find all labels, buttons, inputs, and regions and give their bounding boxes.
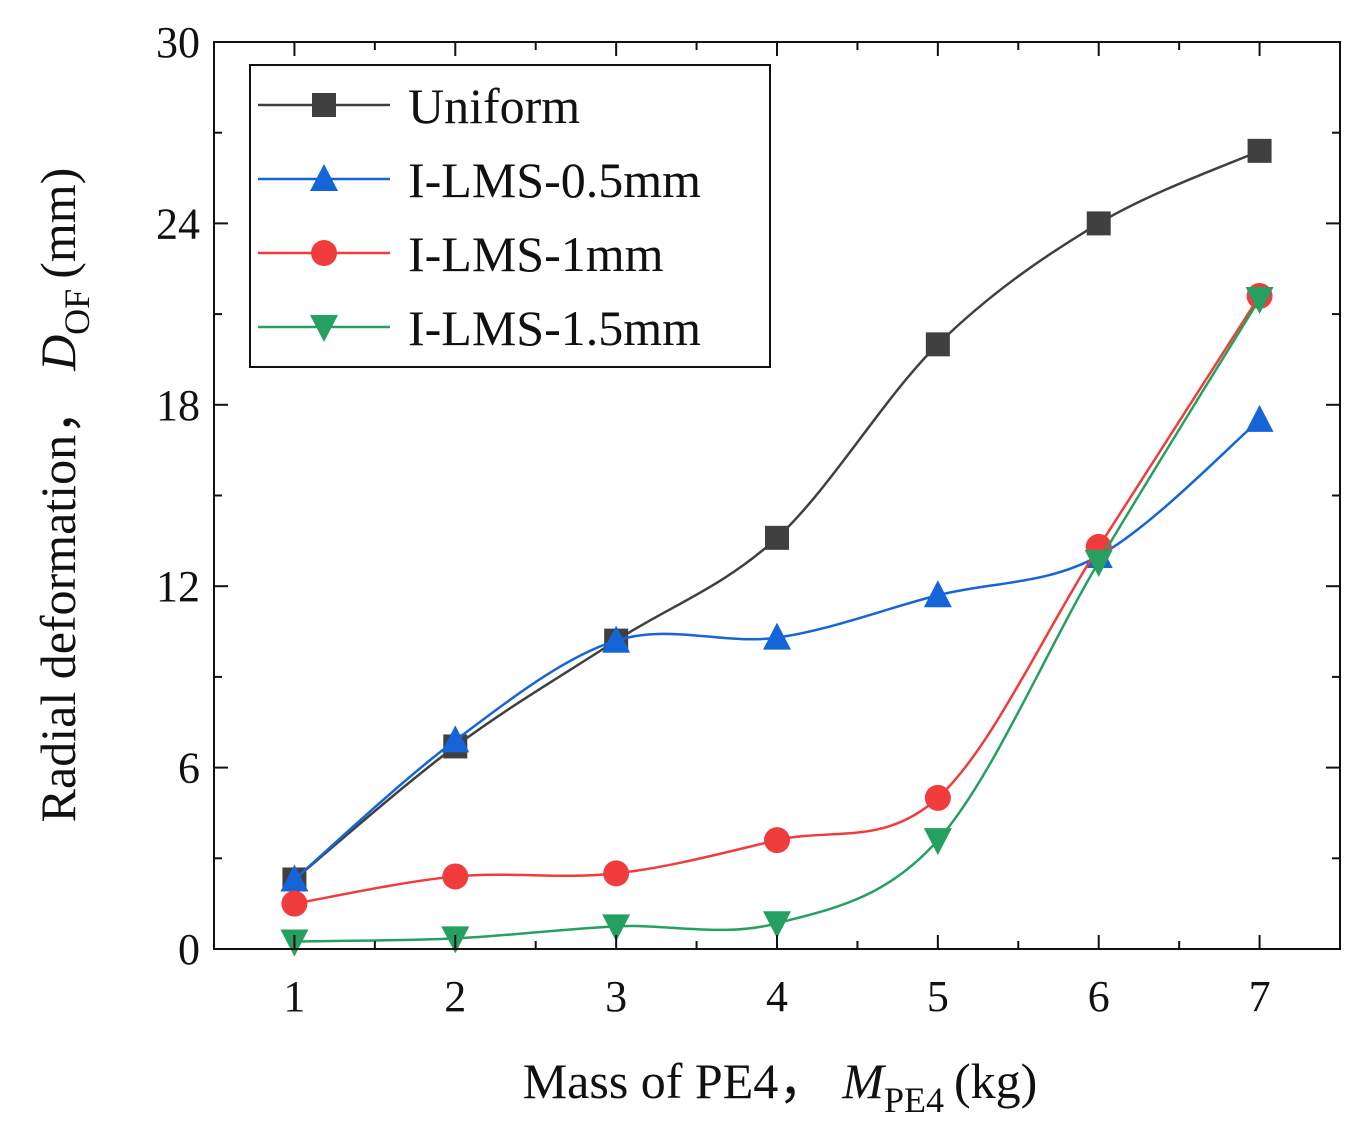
data-point (442, 863, 469, 890)
series-line (294, 298, 1261, 943)
data-point (763, 911, 791, 939)
x-axis-label: Mass of PE4， MPE4 (kg) (523, 1053, 1038, 1120)
data-point (1245, 404, 1274, 432)
y-axis-label-main: Radial deformation， (30, 385, 86, 822)
data-point (602, 914, 631, 942)
x-tick-label: 4 (766, 972, 788, 1021)
y-tick-label: 6 (178, 744, 200, 793)
data-point (1245, 286, 1274, 314)
data-point (923, 828, 952, 856)
series-i-lms-1-5mm (280, 286, 1274, 957)
data-point (764, 827, 790, 854)
legend: Uniform I-LMS-0.5mm I-LMS-1mm I-LMS-1.5mm (249, 64, 771, 368)
x-tick-label: 1 (283, 972, 305, 1021)
legend-label: I-LMS-1.5mm (408, 300, 701, 356)
legend-item: I-LMS-0.5mm (258, 152, 701, 208)
x-tick-label: 6 (1088, 972, 1110, 1021)
y-axis-subscript: OF (57, 289, 97, 335)
x-axis-symbol: M (841, 1053, 886, 1109)
x-tick-label: 5 (927, 972, 949, 1021)
data-point (924, 784, 951, 811)
data-point (280, 864, 309, 892)
series-line (293, 418, 1261, 881)
legend-label: Uniform (408, 78, 580, 134)
data-point (925, 332, 950, 357)
y-axis-symbol: D (30, 335, 86, 372)
legend-item: I-LMS-1.5mm (258, 300, 701, 356)
data-point (1084, 550, 1113, 578)
y-tick-label: 24 (156, 199, 200, 248)
legend-marker (312, 93, 336, 117)
x-tick-label: 2 (444, 972, 466, 1021)
legend-label: I-LMS-0.5mm (408, 152, 701, 208)
y-axis-label: Radial deformation， DOF (mm) (30, 168, 97, 823)
y-tick-label: 12 (156, 562, 200, 611)
series-i-lms-0-5mm (280, 404, 1274, 892)
data-point (1086, 211, 1111, 236)
data-point (1247, 138, 1272, 163)
x-axis-label-main: Mass of PE4， (523, 1053, 829, 1109)
data-point (281, 890, 308, 917)
data-point (603, 860, 630, 887)
data-point (602, 625, 631, 653)
y-tick-label: 18 (156, 381, 200, 430)
series-line (294, 295, 1261, 905)
series-i-lms-1mm (281, 282, 1273, 917)
x-tick-label: 7 (1249, 972, 1271, 1021)
y-tick-label: 30 (156, 18, 200, 67)
y-tick-label: 0 (178, 925, 200, 974)
data-point (765, 525, 789, 550)
legend-marker (310, 315, 338, 342)
legend-label: I-LMS-1mm (408, 226, 664, 282)
x-axis-subscript: PE4 (884, 1080, 944, 1120)
x-tick-label: 3 (605, 972, 627, 1021)
data-point (441, 725, 470, 753)
x-axis-unit: (kg) (954, 1053, 1037, 1109)
y-axis-unit: (mm) (30, 168, 86, 279)
legend-item: I-LMS-1mm (258, 226, 664, 282)
legend-marker (310, 164, 338, 191)
legend-marker (311, 240, 337, 266)
data-point (923, 580, 952, 608)
data-point (763, 622, 791, 650)
legend-item: Uniform (258, 78, 580, 134)
